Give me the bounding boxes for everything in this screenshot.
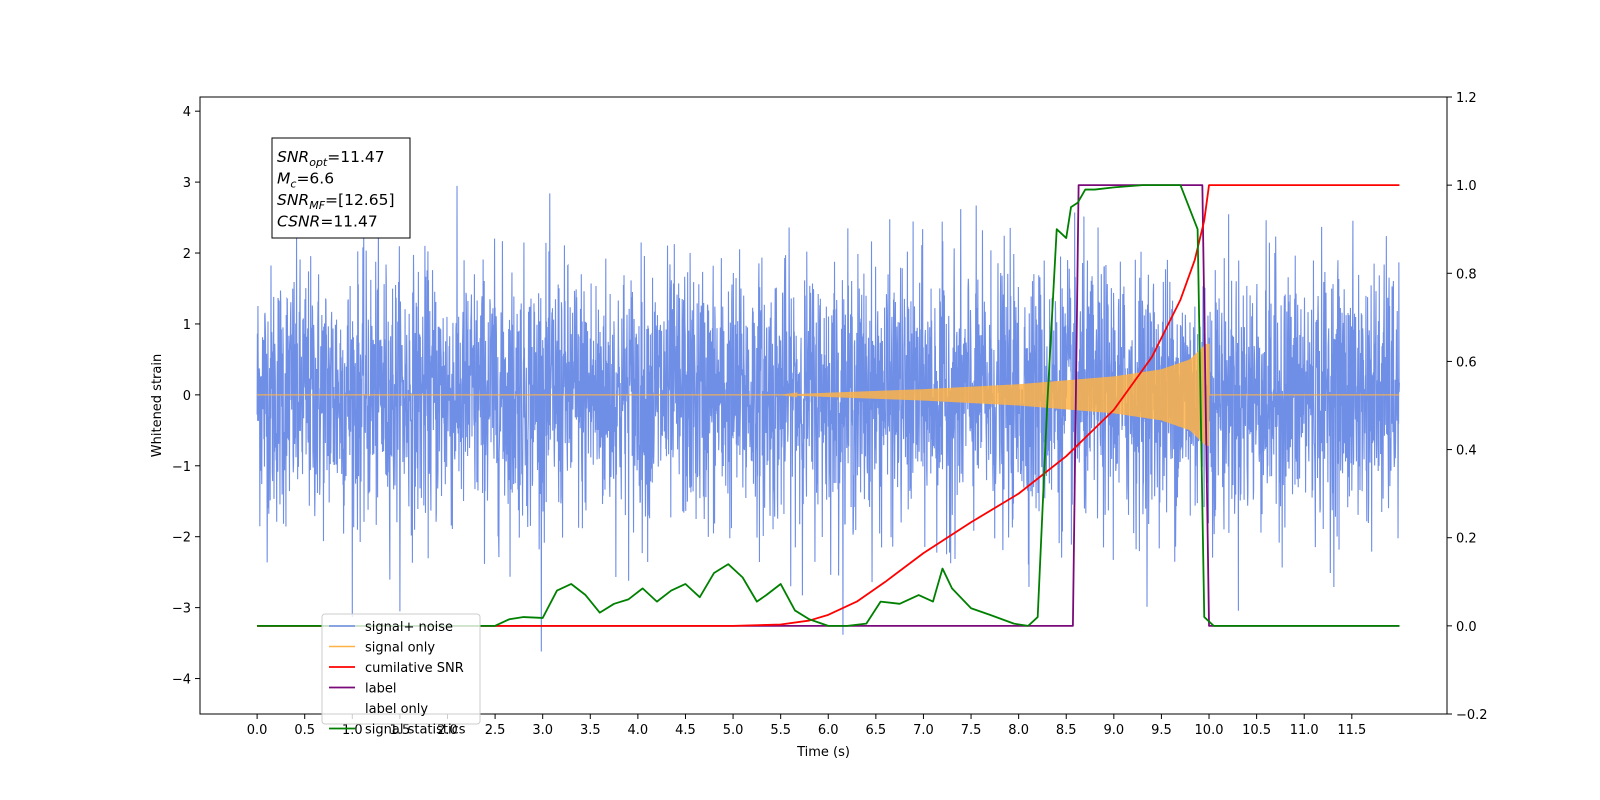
y2-tick-label: 0.6 — [1456, 355, 1477, 370]
x-tick-label: 8.5 — [1056, 723, 1077, 738]
y2-tick-label: 0.0 — [1456, 620, 1477, 635]
x-tick-label: 0.5 — [294, 723, 315, 738]
x-tick-label: 3.5 — [580, 723, 601, 738]
x-tick-label: 6.0 — [818, 723, 839, 738]
series-line-signal-only — [257, 343, 1400, 446]
legend-frame — [321, 613, 481, 725]
stats-box-frame — [271, 137, 411, 239]
x-tick-label: 10.5 — [1242, 723, 1271, 738]
x-tick-label: 0.0 — [247, 723, 268, 738]
x-tick-label: 2.5 — [485, 723, 506, 738]
x-tick-label: 9.0 — [1103, 723, 1124, 738]
x-tick-label: 9.5 — [1151, 723, 1172, 738]
y2-tick-label: 1.2 — [1456, 91, 1477, 106]
y-tick-label: 0 — [183, 389, 191, 404]
stats-snr-opt: SNRopt=11.47 — [277, 148, 385, 169]
legend-entry-label: label only — [365, 702, 428, 717]
series-line-cumulative-snr — [257, 184, 1400, 627]
x-tick-label: 11.0 — [1290, 723, 1319, 738]
y2-tick-label: −0.2 — [1456, 708, 1488, 723]
x-axis-label: Time (s) — [796, 745, 850, 760]
y2-tick-label: 0.8 — [1456, 267, 1477, 282]
y-tick-label: 4 — [183, 105, 191, 120]
series-line-signal-statistics — [257, 184, 1400, 627]
axes-frame — [199, 96, 1448, 715]
x-tick-label: 11.5 — [1337, 723, 1366, 738]
y-axis-right: 1.2 1.0 0.8 0.6 0.4 0.2 0.0 −0.2 — [1447, 91, 1488, 723]
legend-entry-label: signal+ noise — [365, 620, 453, 635]
y-axis-label: Whitened strain — [150, 354, 165, 457]
y-tick-label: −1 — [172, 460, 191, 475]
legend-entry-label: signal only — [365, 641, 435, 656]
x-tick-label: 6.5 — [866, 723, 887, 738]
legend-entry-label: label — [365, 682, 396, 697]
y-tick-label: 2 — [183, 247, 191, 262]
y2-tick-label: 0.4 — [1456, 444, 1477, 459]
plot-area — [256, 184, 1400, 652]
y-tick-label: 1 — [183, 318, 191, 333]
x-tick-label: 8.0 — [1008, 723, 1029, 738]
x-tick-label: 7.5 — [961, 723, 982, 738]
x-tick-label: 5.5 — [770, 723, 791, 738]
stats-csnr: CSNR=11.47 — [277, 213, 378, 231]
legend: signal+ noise signal only cumilative SNR la… — [321, 613, 481, 738]
y-axis-left: 4 3 2 1 0 −1 −2 −3 −4 — [172, 105, 200, 688]
x-tick-label: 10.0 — [1195, 723, 1224, 738]
stats-mc: Mc=6.6 — [277, 170, 334, 191]
x-tick-label: 4.5 — [675, 723, 696, 738]
x-axis: 0.0 0.5 1.0 1.5 2.0 2.5 3.0 3.5 4.0 4.5 5.0 5.5 6.0 6… — [247, 714, 1366, 738]
x-tick-label: 1.0 — [342, 723, 363, 738]
y-tick-label: −3 — [172, 602, 191, 617]
stats-snr-mf: SNRMF=[12.65] — [277, 191, 395, 212]
y2-tick-label: 1.0 — [1456, 179, 1477, 194]
x-tick-label: 7.0 — [913, 723, 934, 738]
x-tick-label: 2.0 — [437, 723, 458, 738]
legend-entry-label: signal statistics — [365, 723, 466, 738]
legend-entry-label: cumilative SNR — [365, 661, 464, 676]
y2-tick-label: 0.2 — [1456, 532, 1477, 547]
y-tick-label: −4 — [172, 673, 191, 688]
y-tick-label: −2 — [172, 531, 191, 546]
x-tick-label: 4.0 — [628, 723, 649, 738]
stats-box: SNRopt=11.47 Mc=6.6 SNRMF=[12.65] CSNR=1… — [271, 137, 411, 239]
x-tick-label: 3.0 — [532, 723, 553, 738]
x-tick-label: 5.0 — [723, 723, 744, 738]
x-tick-label: 1.5 — [390, 723, 411, 738]
y-tick-label: 3 — [183, 176, 191, 191]
